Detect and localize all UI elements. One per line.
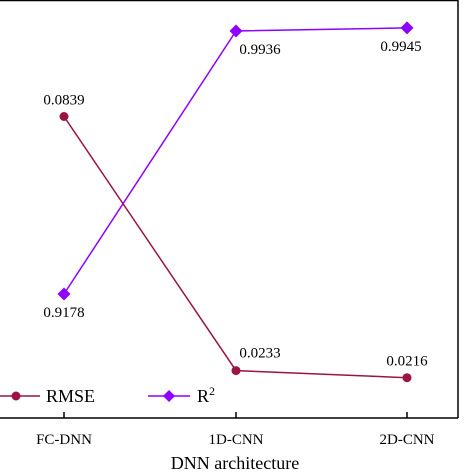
- x-tick-label-1: 1D-CNN: [209, 432, 264, 448]
- legend-rmse-label: RMSE: [46, 386, 95, 406]
- legend-r2-label: R2: [197, 384, 215, 406]
- point-1-2: [400, 21, 414, 35]
- series-line-0: [63, 116, 408, 379]
- point-0-2: [402, 373, 412, 383]
- data-label-1-2: 0.9945: [380, 39, 421, 55]
- point-0-0: [59, 112, 69, 121]
- data-label-0-1: 0.0233: [239, 346, 280, 362]
- legend: RMSE R2: [0, 384, 215, 406]
- series-layer: 0.0839 0.0233 0.0216 0.9178 0.9936 0.9945: [43, 21, 428, 383]
- legend-rmse-marker: [11, 391, 21, 401]
- x-tick-label-0: FC-DNN: [36, 432, 92, 448]
- point-1-0: [57, 287, 71, 301]
- point-0-1: [231, 366, 241, 376]
- data-label-0-2: 0.0216: [386, 354, 428, 370]
- x-axis-tick-labels: FC-DNN 1D-CNN 2D-CNN: [36, 432, 435, 448]
- x-axis-ticks: [63, 412, 408, 418]
- legend-r2-superscript: 2: [209, 384, 215, 398]
- x-axis-title: DNN architecture: [171, 453, 299, 473]
- data-label-1-1: 0.9936: [239, 42, 281, 58]
- legend-r2-marker: [163, 390, 175, 402]
- x-tick-label-2: 2D-CNN: [380, 432, 435, 448]
- data-label-0-0: 0.0839: [43, 93, 84, 109]
- point-1-1: [229, 24, 243, 38]
- series-line-1: [63, 27, 408, 295]
- legend-r2-main: R: [197, 386, 209, 406]
- data-label-1-0: 0.9178: [43, 305, 84, 321]
